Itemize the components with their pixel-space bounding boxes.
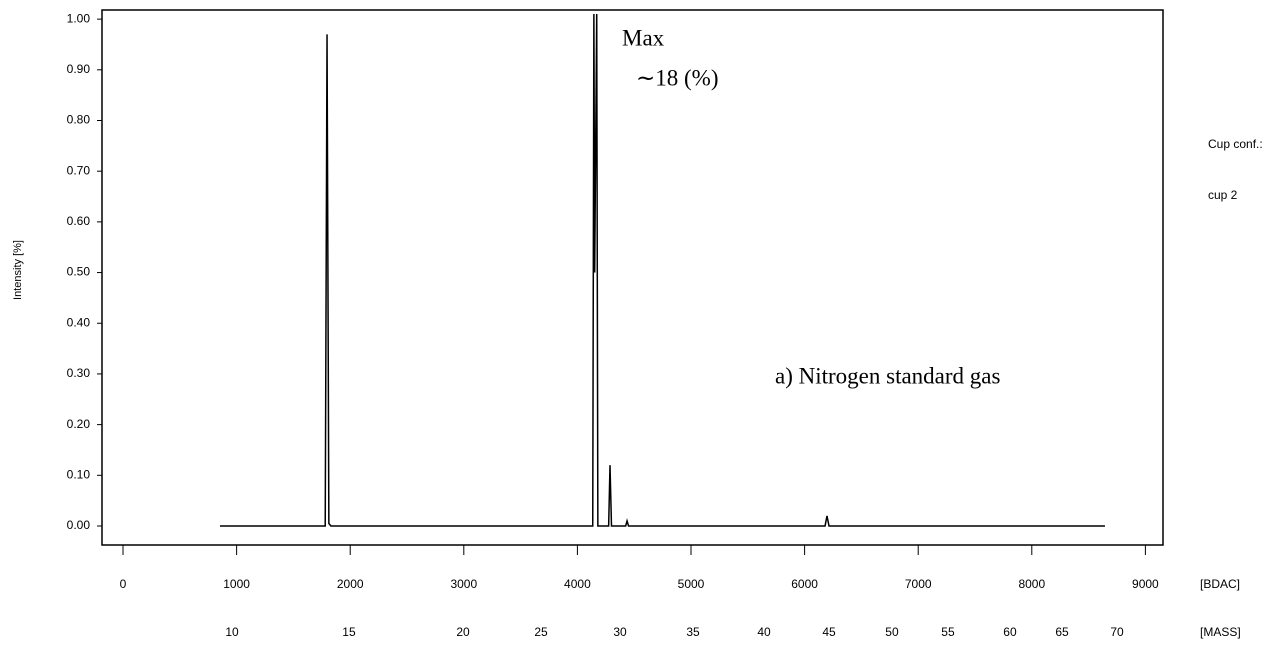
y-tick-label: 0.30	[67, 366, 91, 380]
x-tick-label: 9000	[1132, 577, 1159, 591]
x2-tick-label: 15	[342, 625, 356, 639]
y-tick-label: 0.10	[67, 467, 91, 481]
x2-tick-label: 55	[941, 625, 955, 639]
y-tick-label: 0.40	[67, 315, 91, 329]
spectrum-line	[220, 14, 1105, 527]
y-tick-label: 0.80	[67, 113, 91, 127]
side-text: cup 2	[1208, 188, 1238, 202]
annotation: Max	[622, 25, 665, 50]
x-tick-label: 0	[120, 577, 127, 591]
x2-tick-label: 65	[1055, 625, 1069, 639]
x2-tick-label: 35	[686, 625, 700, 639]
plot-frame	[101, 9, 1164, 546]
y-tick-label: 0.50	[67, 265, 91, 279]
y-tick-label: 0.60	[67, 214, 91, 228]
x2-tick-label: 25	[534, 625, 548, 639]
x2-tick-label: 50	[885, 625, 899, 639]
x-tick-label: 8000	[1018, 577, 1045, 591]
x2-tick-label: 20	[456, 625, 470, 639]
x2-tick-label: 70	[1110, 625, 1124, 639]
y-tick-label: 0.20	[67, 417, 91, 431]
y-tick-label: 0.00	[67, 518, 91, 532]
x2-tick-label: 45	[822, 625, 836, 639]
x-tick-label: 6000	[791, 577, 818, 591]
x2-tick-label: 40	[757, 625, 771, 639]
x-tick-label: 5000	[678, 577, 705, 591]
x2-tick-label: 30	[613, 625, 627, 639]
x2-tick-label: 60	[1003, 625, 1017, 639]
x-axis-label: [BDAC]	[1200, 577, 1240, 591]
x-tick-label: 4000	[564, 577, 591, 591]
y-axis-label: Intensity [%]	[12, 240, 24, 300]
x-tick-label: 7000	[905, 577, 932, 591]
annotation: ∼18 (%)	[636, 65, 719, 90]
x-tick-label: 1000	[223, 577, 250, 591]
y-tick-label: 0.70	[67, 163, 91, 177]
x2-axis-label: [MASS]	[1200, 625, 1241, 639]
x-tick-label: 2000	[337, 577, 364, 591]
x2-tick-label: 10	[225, 625, 239, 639]
y-tick-label: 0.90	[67, 62, 91, 76]
x-tick-label: 3000	[450, 577, 477, 591]
side-text: Cup conf.:	[1208, 137, 1263, 151]
annotation: a) Nitrogen standard gas	[775, 363, 1001, 388]
y-tick-label: 1.00	[67, 11, 91, 25]
